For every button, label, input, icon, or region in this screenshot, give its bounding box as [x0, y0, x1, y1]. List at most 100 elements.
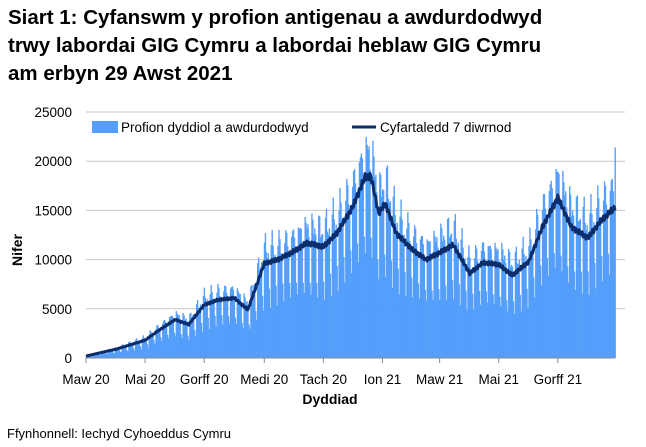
daily-bar — [126, 349, 128, 358]
daily-bar — [418, 298, 421, 358]
daily-bar — [549, 184, 551, 358]
daily-bar — [489, 245, 491, 358]
daily-bar — [419, 239, 422, 358]
daily-bar — [228, 323, 231, 358]
daily-bar — [151, 334, 153, 358]
daily-bar — [494, 242, 496, 358]
daily-bar — [458, 283, 460, 358]
daily-bar — [402, 235, 404, 358]
daily-bar — [573, 271, 576, 358]
daily-bar — [377, 259, 379, 358]
daily-bar — [150, 331, 152, 358]
daily-bar — [553, 253, 555, 358]
daily-bar — [428, 241, 430, 358]
daily-bar — [220, 299, 222, 358]
daily-bar — [515, 246, 518, 358]
daily-bar — [290, 236, 293, 358]
daily-bar — [548, 191, 551, 358]
daily-bar — [387, 198, 390, 358]
daily-bar — [411, 277, 413, 358]
daily-bar — [227, 315, 230, 358]
daily-bar — [569, 194, 572, 358]
daily-bar — [115, 347, 117, 358]
daily-bar — [224, 285, 226, 358]
daily-bar — [546, 258, 549, 358]
daily-bar — [244, 297, 246, 358]
daily-bar — [168, 317, 171, 358]
daily-bar — [103, 350, 106, 358]
daily-bar — [283, 301, 285, 358]
daily-bar — [530, 239, 532, 358]
daily-bar — [421, 236, 424, 358]
daily-bar — [164, 322, 167, 358]
daily-bar — [444, 285, 447, 358]
daily-bar — [392, 196, 395, 358]
daily-bar — [506, 300, 508, 358]
daily-bar — [147, 347, 149, 358]
daily-bar — [233, 298, 236, 358]
daily-bar — [101, 351, 103, 358]
daily-bar — [193, 314, 195, 358]
daily-bar — [594, 262, 596, 358]
daily-bar — [587, 271, 589, 358]
daily-bar — [145, 338, 147, 358]
daily-bar — [574, 289, 577, 358]
daily-bar — [442, 241, 444, 358]
daily-bar — [474, 258, 476, 358]
daily-bar — [572, 215, 575, 358]
daily-bar — [579, 218, 582, 358]
daily-bar — [265, 252, 268, 358]
daily-bar — [479, 304, 482, 358]
daily-bar — [457, 242, 459, 358]
daily-bar — [123, 345, 125, 358]
daily-bar — [382, 190, 385, 358]
daily-bar — [452, 299, 455, 358]
daily-bar — [527, 307, 529, 358]
daily-bar — [196, 300, 199, 358]
daily-bar — [335, 224, 337, 358]
daily-bar — [205, 302, 208, 358]
daily-bar — [550, 180, 552, 358]
daily-bar — [539, 265, 542, 358]
daily-bar — [566, 207, 568, 358]
daily-bar — [266, 258, 269, 358]
daily-bar — [434, 236, 436, 358]
daily-bar — [577, 221, 580, 358]
daily-bar — [139, 346, 142, 358]
daily-bar — [485, 291, 488, 358]
daily-bar — [188, 339, 190, 358]
daily-bar — [282, 283, 284, 358]
daily-bar — [179, 319, 181, 358]
daily-bar — [132, 348, 135, 358]
daily-bar — [328, 228, 331, 358]
daily-bar — [512, 301, 515, 358]
legend-label-line: Cyfartaledd 7 diwrnod — [380, 120, 511, 135]
daily-bar — [226, 299, 229, 358]
daily-bar — [185, 318, 187, 358]
daily-bar — [159, 329, 161, 358]
daily-bar — [142, 335, 145, 358]
daily-bar — [356, 243, 359, 358]
daily-bar — [373, 156, 375, 358]
daily-bar — [225, 286, 227, 358]
daily-bar — [438, 289, 440, 358]
daily-bar — [522, 236, 524, 358]
daily-bar — [318, 215, 320, 358]
daily-bar — [472, 293, 474, 358]
daily-bar — [501, 242, 503, 358]
daily-bar — [331, 214, 333, 358]
daily-bar — [429, 241, 431, 358]
daily-bar — [473, 309, 475, 358]
daily-bar — [470, 269, 472, 358]
daily-bar — [200, 322, 203, 358]
daily-bar — [362, 181, 364, 358]
daily-bar — [416, 254, 419, 358]
daily-bar — [516, 263, 519, 358]
daily-bar — [374, 177, 376, 358]
daily-bar — [556, 171, 558, 358]
daily-bar — [310, 294, 312, 358]
legend: Profion dyddiol a awdurdodwyd Cyfartaled… — [92, 120, 511, 135]
daily-bar — [448, 238, 451, 358]
daily-bar — [589, 213, 591, 358]
daily-bar — [381, 196, 383, 358]
